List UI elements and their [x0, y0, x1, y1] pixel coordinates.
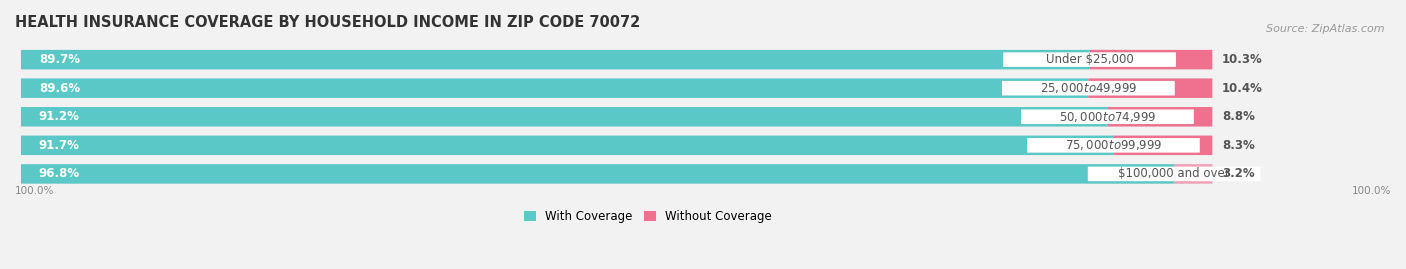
- FancyBboxPatch shape: [21, 136, 1212, 155]
- FancyBboxPatch shape: [21, 164, 1174, 184]
- FancyBboxPatch shape: [1114, 136, 1212, 155]
- Text: $50,000 to $74,999: $50,000 to $74,999: [1059, 110, 1156, 124]
- Text: 91.7%: 91.7%: [39, 139, 80, 152]
- Text: Source: ZipAtlas.com: Source: ZipAtlas.com: [1267, 24, 1385, 34]
- FancyBboxPatch shape: [1021, 109, 1194, 124]
- Text: 3.2%: 3.2%: [1222, 167, 1254, 180]
- FancyBboxPatch shape: [1002, 81, 1175, 95]
- Text: 100.0%: 100.0%: [1351, 186, 1391, 196]
- Text: HEALTH INSURANCE COVERAGE BY HOUSEHOLD INCOME IN ZIP CODE 70072: HEALTH INSURANCE COVERAGE BY HOUSEHOLD I…: [15, 15, 640, 30]
- FancyBboxPatch shape: [21, 50, 1212, 69]
- FancyBboxPatch shape: [21, 79, 1212, 98]
- FancyBboxPatch shape: [1004, 52, 1175, 67]
- FancyBboxPatch shape: [21, 107, 1212, 126]
- Text: 8.3%: 8.3%: [1222, 139, 1254, 152]
- Legend: With Coverage, Without Coverage: With Coverage, Without Coverage: [519, 206, 778, 228]
- FancyBboxPatch shape: [21, 79, 1088, 98]
- Text: 91.2%: 91.2%: [39, 110, 80, 123]
- Text: $25,000 to $49,999: $25,000 to $49,999: [1039, 81, 1137, 95]
- FancyBboxPatch shape: [21, 164, 1212, 184]
- Text: 89.7%: 89.7%: [39, 53, 80, 66]
- FancyBboxPatch shape: [21, 50, 1090, 69]
- FancyBboxPatch shape: [21, 107, 1108, 126]
- Text: 10.3%: 10.3%: [1222, 53, 1263, 66]
- Text: 8.8%: 8.8%: [1222, 110, 1254, 123]
- FancyBboxPatch shape: [21, 136, 1114, 155]
- FancyBboxPatch shape: [1088, 167, 1261, 181]
- Text: $75,000 to $99,999: $75,000 to $99,999: [1064, 138, 1163, 152]
- Text: 89.6%: 89.6%: [39, 82, 80, 95]
- Text: $100,000 and over: $100,000 and over: [1118, 167, 1230, 180]
- Text: 96.8%: 96.8%: [39, 167, 80, 180]
- Text: Under $25,000: Under $25,000: [1046, 53, 1133, 66]
- FancyBboxPatch shape: [1088, 79, 1212, 98]
- Text: 10.4%: 10.4%: [1222, 82, 1263, 95]
- FancyBboxPatch shape: [1026, 138, 1199, 153]
- FancyBboxPatch shape: [1090, 50, 1212, 69]
- Text: 100.0%: 100.0%: [15, 186, 55, 196]
- FancyBboxPatch shape: [1108, 107, 1212, 126]
- FancyBboxPatch shape: [1174, 164, 1212, 184]
